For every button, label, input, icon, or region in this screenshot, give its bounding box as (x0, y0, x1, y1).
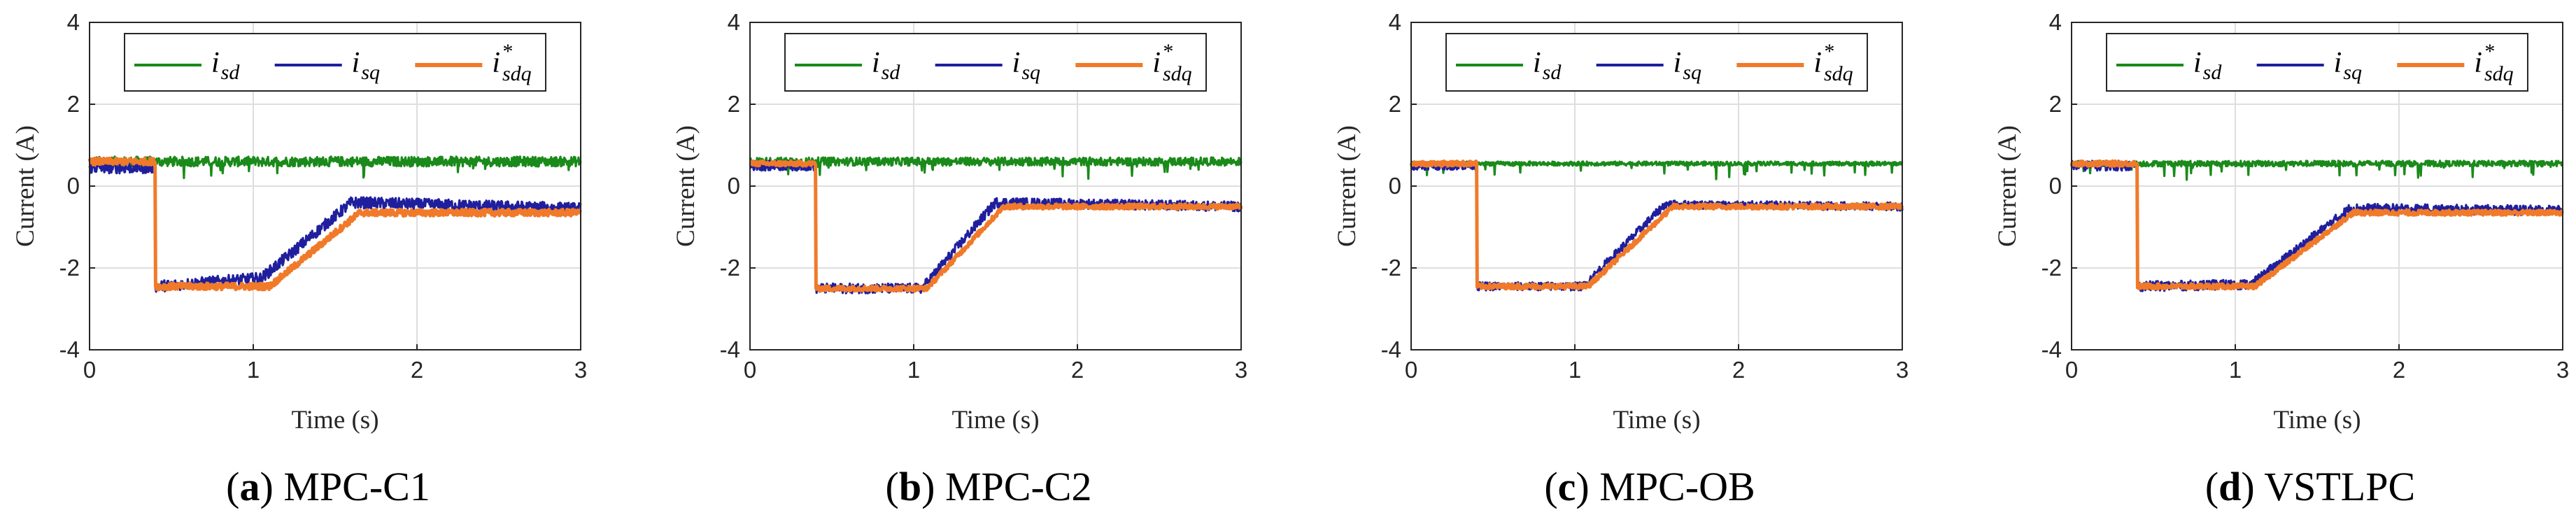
y-axis-label: Current (A) (1333, 125, 1361, 247)
x-tick-label: 2 (411, 357, 423, 383)
x-tick-label: 3 (1235, 357, 1247, 383)
x-tick-label: 0 (83, 357, 96, 383)
series-line-ref (87, 156, 583, 292)
panel-caption: (c) MPC-OB (1544, 464, 1755, 509)
legend-box (124, 33, 546, 92)
y-tick-label: -2 (720, 255, 740, 281)
y-tick-label: 4 (1389, 9, 1401, 35)
y-tick-label: -4 (720, 337, 740, 362)
legend-box (1445, 33, 1868, 92)
y-tick-label: -2 (59, 255, 80, 281)
legend: isd isq i* sdq (784, 33, 1207, 92)
y-axis-label: Current (A) (672, 125, 700, 247)
series-line-ref (1409, 159, 1904, 291)
y-tick-label: 2 (1389, 91, 1401, 117)
y-tick-label: 4 (67, 9, 80, 35)
y-tick-label: 2 (728, 91, 740, 117)
y-tick-label: 0 (728, 173, 740, 199)
y-tick-label: -2 (1381, 255, 1401, 281)
y-tick-label: 2 (67, 91, 80, 117)
series-line-isd (1410, 160, 1904, 180)
panel-caption: (b) MPC-C2 (886, 464, 1092, 509)
y-axis-label: Current (A) (1993, 125, 2022, 247)
legend-label-ref: i* sdq (2474, 40, 2513, 85)
series-line-isd (89, 155, 582, 179)
legend-label-isd: isd (211, 47, 240, 84)
x-tick-label: 3 (574, 357, 587, 383)
y-tick-label: 4 (728, 9, 740, 35)
legend-label-ref: i* sdq (1813, 40, 1853, 85)
series-line-isd (2070, 160, 2563, 181)
legend-box (784, 33, 1207, 92)
x-tick-label: 1 (2229, 357, 2242, 383)
legend-label-isq: isq (1673, 47, 1701, 84)
x-axis-label: Time (s) (951, 406, 1039, 434)
y-tick-label: -2 (2041, 255, 2062, 281)
y-tick-label: 0 (1389, 173, 1401, 199)
legend-label-isd: isd (872, 47, 900, 84)
x-axis-label: Time (s) (1613, 406, 1700, 434)
legend-label-isd: isd (2193, 47, 2222, 84)
legend-box (2106, 33, 2528, 92)
legend-label-ref: i* sdq (492, 40, 531, 85)
series-line-isq (1410, 160, 1904, 292)
panel-caption: (a) MPC-C1 (226, 464, 430, 509)
y-tick-label: 0 (67, 173, 80, 199)
legend: isd isq i* sdq (1445, 33, 1868, 92)
x-axis-label: Time (s) (291, 406, 378, 434)
x-axis-label: Time (s) (2273, 406, 2361, 434)
x-tick-label: 1 (907, 357, 920, 383)
y-tick-label: 4 (2049, 9, 2062, 35)
chart-panel-b: 0 1 2 3 4 2 0 -2 -4 Time (s) Current (A) isd isq i* sd… (672, 9, 1247, 509)
legend-label-isq: isq (352, 47, 380, 84)
chart-panel-c: 0 1 2 3 4 2 0 -2 -4 Time (s) Current (A) isd isq i* sd… (1333, 9, 1909, 509)
y-axis-label: Current (A) (11, 125, 40, 247)
y-tick-label: 2 (2049, 91, 2062, 117)
x-tick-label: 1 (247, 357, 260, 383)
chart-panel-d: 0 1 2 3 4 2 0 -2 -4 Time (s) Current (A) isd isq i* sd… (1993, 9, 2569, 509)
y-tick-label: -4 (59, 337, 80, 362)
x-tick-label: 3 (1896, 357, 1909, 383)
legend: isd isq i* sdq (124, 33, 546, 92)
chart-panel-a: 0 1 2 3 4 2 0 -2 -4 Time (s) Current (A) isd isq i* sd… (11, 9, 587, 509)
x-tick-label: 0 (744, 357, 756, 383)
x-tick-label: 0 (2065, 357, 2078, 383)
series-line-ref (749, 159, 1243, 293)
x-tick-label: 2 (1071, 357, 1084, 383)
legend-label-ref: i* sdq (1152, 40, 1191, 85)
y-tick-label: 0 (2049, 173, 2062, 199)
x-tick-label: 2 (1732, 357, 1745, 383)
x-tick-label: 1 (1569, 357, 1581, 383)
series-line-ref (2069, 159, 2564, 291)
x-tick-label: 2 (2393, 357, 2405, 383)
series-line-isd (749, 156, 1243, 180)
legend: isd isq i* sdq (2106, 33, 2528, 92)
panel-caption: (d) VSTLPC (2205, 464, 2415, 509)
legend-label-isq: isq (1012, 47, 1040, 84)
y-tick-label: -4 (2041, 337, 2062, 362)
x-tick-label: 3 (2556, 357, 2569, 383)
y-tick-label: -4 (1381, 337, 1401, 362)
x-tick-label: 0 (1405, 357, 1417, 383)
legend-label-isd: isd (1533, 47, 1562, 84)
legend-label-isq: isq (2334, 47, 2362, 84)
